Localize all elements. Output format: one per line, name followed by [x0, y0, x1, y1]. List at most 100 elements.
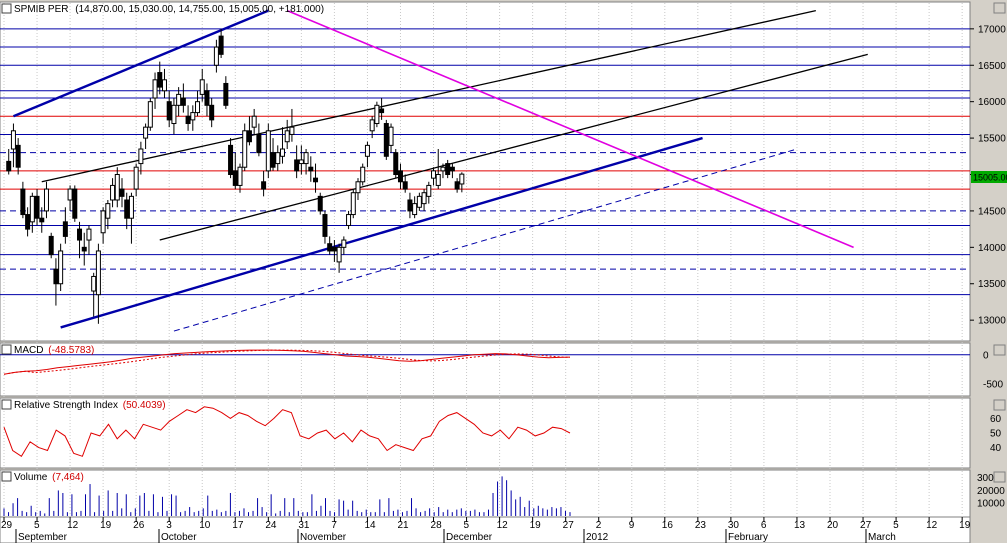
last-price-label: 15005.00: [973, 173, 1007, 183]
volume-bars: [3, 476, 571, 516]
macd-lines: [0, 349, 970, 375]
trendline-1: [41, 10, 816, 183]
rsi-tick-label: 60: [990, 414, 1002, 425]
x-day-label: 30: [728, 520, 740, 531]
x-day-label: 12: [926, 520, 938, 531]
svg-text:SPMIB PER (14,870.00, 15,0: SPMIB PER (14,870.00, 15,030.00, 14,755.…: [14, 4, 324, 15]
candle-body: [364, 144, 370, 157]
candle-body: [346, 214, 352, 226]
candle-body: [383, 123, 389, 157]
candle-body: [62, 221, 68, 237]
x-month-label: 2012: [586, 532, 609, 543]
x-day-label: 19: [100, 520, 112, 531]
x-axis-strip: [0, 516, 971, 543]
x-day-label: 14: [364, 520, 376, 531]
candle-body: [143, 126, 149, 139]
rsi-tick-label: 50: [990, 429, 1002, 440]
svg-text:Relative Strength Index (5: Relative Strength Index (50.4039): [14, 400, 166, 411]
x-day-label: 21: [397, 520, 409, 531]
x-day-label: 20: [827, 520, 839, 531]
candle-body: [379, 108, 385, 114]
candle-body: [58, 250, 64, 285]
candle-body: [77, 228, 83, 241]
candle-body: [251, 115, 257, 128]
x-day-label: 27: [563, 520, 575, 531]
x-month-label: December: [446, 532, 493, 543]
x-day-label: 5: [34, 520, 40, 531]
price-panel-collapse-button[interactable]: [993, 2, 1006, 14]
candle-body: [303, 152, 309, 165]
candle-body: [341, 239, 347, 248]
candle-body: [176, 93, 182, 106]
x-day-label: 5: [464, 520, 470, 531]
candle-body: [10, 130, 16, 150]
price-panel-icon[interactable]: [1, 3, 12, 14]
candle-body: [322, 214, 328, 237]
candle-body: [388, 126, 394, 146]
trendlines: [12, 9, 868, 332]
x-day-label: 28: [431, 520, 443, 531]
price-tick-label: 16500: [978, 61, 1006, 72]
x-month-label: October: [161, 532, 197, 543]
candle-body: [445, 163, 451, 175]
candle-body: [298, 159, 304, 165]
x-day-label: 7: [331, 520, 337, 531]
candle-body: [350, 192, 356, 216]
candle-body: [53, 268, 59, 285]
candle-body: [100, 210, 106, 234]
candle-body: [91, 275, 97, 292]
trendline-3: [60, 136, 703, 329]
volume-panel-collapse-button[interactable]: [993, 471, 1006, 483]
candle-body: [421, 192, 427, 205]
price-tick-label: 14500: [978, 206, 1006, 217]
x-day-label: 19: [959, 520, 971, 531]
x-day-label: 31: [298, 520, 310, 531]
candle-body: [393, 152, 399, 176]
candle-body: [270, 152, 276, 168]
candle-body: [128, 195, 134, 219]
price-panel: [0, 1, 971, 342]
volume-value: (7,464): [52, 472, 84, 483]
candle-body: [261, 181, 267, 190]
candle-body: [152, 79, 158, 99]
x-day-label: 16: [662, 520, 674, 531]
candle-body: [185, 115, 191, 125]
macd-value: (-48.5783): [48, 345, 94, 356]
x-day-label: 19: [530, 520, 542, 531]
rsi-panel-icon[interactable]: [1, 399, 12, 410]
macd-panel-icon[interactable]: [1, 344, 12, 355]
rsi-panel-collapse-button[interactable]: [993, 399, 1006, 411]
macd-signal-line: [3, 349, 571, 375]
candle-body: [407, 199, 413, 212]
candle-body: [360, 166, 366, 183]
volume-panel-icon[interactable]: [1, 471, 12, 482]
candle-body: [294, 159, 300, 172]
volume-tick-label: 20000: [977, 486, 1005, 497]
candle-body: [20, 188, 26, 216]
price-tick-label: 13000: [978, 316, 1006, 327]
candle-body: [86, 228, 92, 241]
x-day-label: 12: [497, 520, 509, 531]
candle-body: [105, 203, 111, 219]
x-month-label: March: [868, 532, 896, 543]
volume-tick-label: 30000: [977, 473, 1005, 484]
x-day-label: 5: [893, 520, 899, 531]
x-axis-labels: 29 5 12 19 26 3 10 17 24 31 7 14 21 28 5 12 19 27 2 9 16 23 30…: [1, 517, 971, 543]
x-month-label: November: [300, 532, 347, 543]
candle-body: [454, 181, 460, 190]
volume-title: Volume: [14, 472, 48, 483]
macd-panel-collapse-button[interactable]: [993, 344, 1006, 356]
candle-body: [114, 174, 120, 201]
candle-body: [157, 72, 163, 88]
candle-body: [72, 188, 78, 219]
candle-body: [449, 166, 455, 172]
x-day-label: 13: [794, 520, 806, 531]
candle-body: [95, 250, 101, 296]
candle-body: [124, 199, 130, 219]
candle-body: [138, 148, 144, 165]
candle-body: [29, 195, 35, 223]
candle-body: [232, 170, 238, 186]
x-day-label: 2: [596, 520, 602, 531]
candle-body: [440, 166, 446, 172]
candle-body: [402, 181, 408, 190]
